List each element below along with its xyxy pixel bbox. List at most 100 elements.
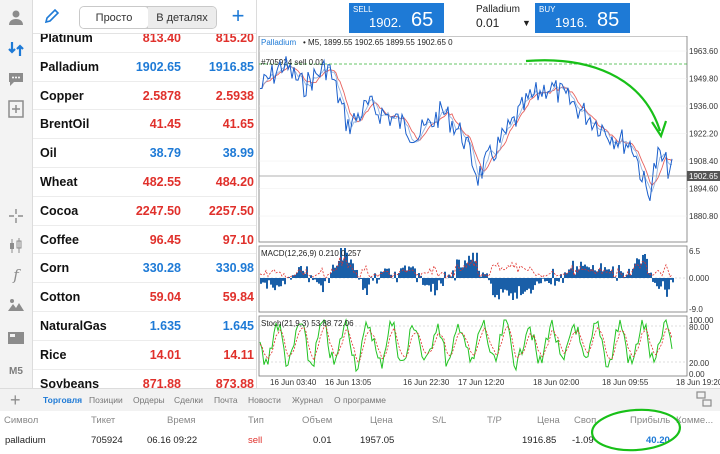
column-header[interactable]: Цена — [370, 415, 393, 426]
objects-icon[interactable] — [3, 292, 29, 318]
symbol-bid: 2247.50 — [135, 203, 181, 218]
terminal-tab[interactable]: Сделки — [174, 395, 203, 405]
macd-bar — [668, 278, 670, 290]
stoch-main-line — [259, 318, 673, 373]
symbol-ask: 41.65 — [222, 117, 254, 132]
volume-dropdown-icon[interactable]: ▼ — [522, 18, 531, 28]
macd-bar — [416, 278, 418, 283]
macd-bar — [336, 265, 338, 278]
quotes-icon[interactable] — [3, 36, 29, 62]
macd-bar — [602, 271, 604, 278]
symbol-ask: 815.20 — [215, 31, 254, 45]
macd-bar — [276, 278, 278, 286]
macd-bar — [380, 271, 382, 278]
column-header[interactable]: T/P — [487, 415, 502, 426]
chat-icon[interactable] — [3, 66, 29, 92]
add-order-icon[interactable]: + — [10, 390, 21, 410]
symbol-row[interactable]: Corn 330.28 330.98 — [33, 254, 256, 284]
symbol-row[interactable]: Rice 14.01 14.11 — [33, 341, 256, 370]
symbol-row[interactable]: Soybeans 871.88 873.88 — [33, 370, 256, 388]
pencil-icon[interactable] — [43, 8, 61, 26]
column-header[interactable]: Прибыль — [630, 415, 671, 426]
column-header[interactable]: Символ — [4, 415, 39, 426]
terminal-tab[interactable]: О программе — [334, 395, 387, 405]
terminal-tab[interactable]: Журнал — [292, 395, 324, 405]
symbol-row[interactable]: NaturalGas 1.635 1.645 — [33, 312, 256, 341]
column-header[interactable]: Тикет — [91, 415, 116, 426]
column-header[interactable]: Тип — [248, 415, 264, 426]
terminal-tab[interactable]: Торговля — [43, 395, 83, 405]
candles-icon[interactable] — [3, 233, 29, 259]
volume-field[interactable]: 0.01 — [476, 16, 500, 30]
terminal-tab[interactable]: Позиции — [89, 395, 123, 405]
macd-bar — [550, 278, 552, 285]
symbol-row[interactable]: Cotton 59.04 59.84 — [33, 283, 256, 312]
macd-bar — [428, 278, 430, 286]
symbol-bid: 871.88 — [142, 376, 181, 388]
position-row[interactable]: palladium 705924 06.16 09:22 sell 0.01 1… — [0, 435, 720, 451]
macd-bar — [462, 267, 464, 278]
macd-bar — [552, 268, 554, 278]
templates-icon[interactable] — [3, 325, 29, 351]
new-order-icon[interactable] — [3, 96, 29, 122]
price-chart[interactable]: #705924 sell 0.01 Palladium • M5, 1899.5… — [258, 36, 720, 388]
macd-bar — [634, 263, 636, 278]
simple-mode-tab[interactable]: Просто — [80, 7, 149, 28]
symbol-row[interactable]: Coffee 96.45 97.10 — [33, 226, 256, 255]
buy-button[interactable]: BUY 1916. 85 — [535, 3, 630, 33]
macd-tick: 6.5 — [689, 247, 701, 256]
macd-bar — [402, 267, 404, 278]
macd-bar — [372, 278, 374, 281]
terminal-tab[interactable]: Новости — [248, 395, 281, 405]
macd-bar — [442, 278, 444, 286]
column-header[interactable]: S/L — [432, 415, 447, 426]
terminal-tab[interactable]: Ордеры — [133, 395, 165, 405]
symbol-row[interactable]: BrentOil 41.45 41.65 — [33, 110, 256, 140]
macd-bar — [498, 278, 500, 300]
price-tick: 1908.40 — [689, 157, 718, 166]
macd-bar — [596, 271, 598, 278]
pos-symbol: palladium — [5, 435, 46, 446]
column-header[interactable]: Время — [167, 415, 196, 426]
macd-bar — [482, 272, 484, 278]
symbol-row[interactable]: Cocoa 2247.50 2257.50 — [33, 197, 256, 226]
add-symbol-button[interactable]: + — [231, 3, 245, 28]
macd-bar — [454, 278, 456, 281]
symbol-row[interactable]: Platinum 813.40 815.20 — [33, 24, 256, 53]
column-header[interactable]: Своп — [574, 415, 597, 426]
macd-bar — [426, 278, 428, 285]
symbol-row[interactable]: Palladium 1902.65 1916.85 — [33, 53, 256, 82]
time-tick: 18 Jun 02:00 — [533, 378, 580, 387]
symbol-bid: 41.45 — [149, 117, 181, 132]
macd-bar — [316, 278, 318, 283]
macd-bar — [412, 266, 414, 278]
terminal-tab[interactable]: Почта — [214, 395, 238, 405]
symbol-row[interactable]: Wheat 482.55 484.20 — [33, 168, 256, 197]
macd-bar — [542, 278, 544, 279]
macd-bar — [616, 278, 618, 281]
macd-bar — [440, 278, 442, 284]
macd-bar — [304, 273, 306, 278]
positions-header: Символ Тикет Время Тип Объем Цена S/L T/P Цена Св… — [0, 415, 720, 429]
macd-bar — [646, 258, 648, 278]
pos-current-price: 1916.85 — [522, 435, 557, 446]
account-icon[interactable] — [3, 4, 29, 30]
sell-button[interactable]: SELL 1902. 65 — [349, 3, 444, 33]
timeframe-button[interactable]: M5 — [9, 365, 23, 377]
symbol-row[interactable]: Oil 38.79 38.99 — [33, 139, 256, 168]
column-header[interactable]: Коммe... — [676, 415, 714, 426]
macd-bar — [328, 278, 330, 283]
crosshair-icon[interactable] — [3, 203, 29, 229]
column-header[interactable]: Объем — [302, 415, 333, 426]
macd-bar — [496, 278, 498, 295]
macd-bar — [396, 278, 398, 283]
macd-bar — [522, 278, 524, 294]
symbol-ask: 59.84 — [222, 290, 254, 305]
symbol-row[interactable]: Copper 2.5878 2.5938 — [33, 82, 256, 111]
indicators-icon[interactable]: f — [13, 266, 19, 284]
column-header[interactable]: Цена — [537, 415, 560, 426]
expand-panel-icon[interactable] — [696, 391, 712, 410]
macd-bar — [656, 278, 658, 287]
stoch-tick: 0.00 — [689, 370, 705, 379]
detailed-mode-tab[interactable]: В деталях — [148, 7, 216, 28]
